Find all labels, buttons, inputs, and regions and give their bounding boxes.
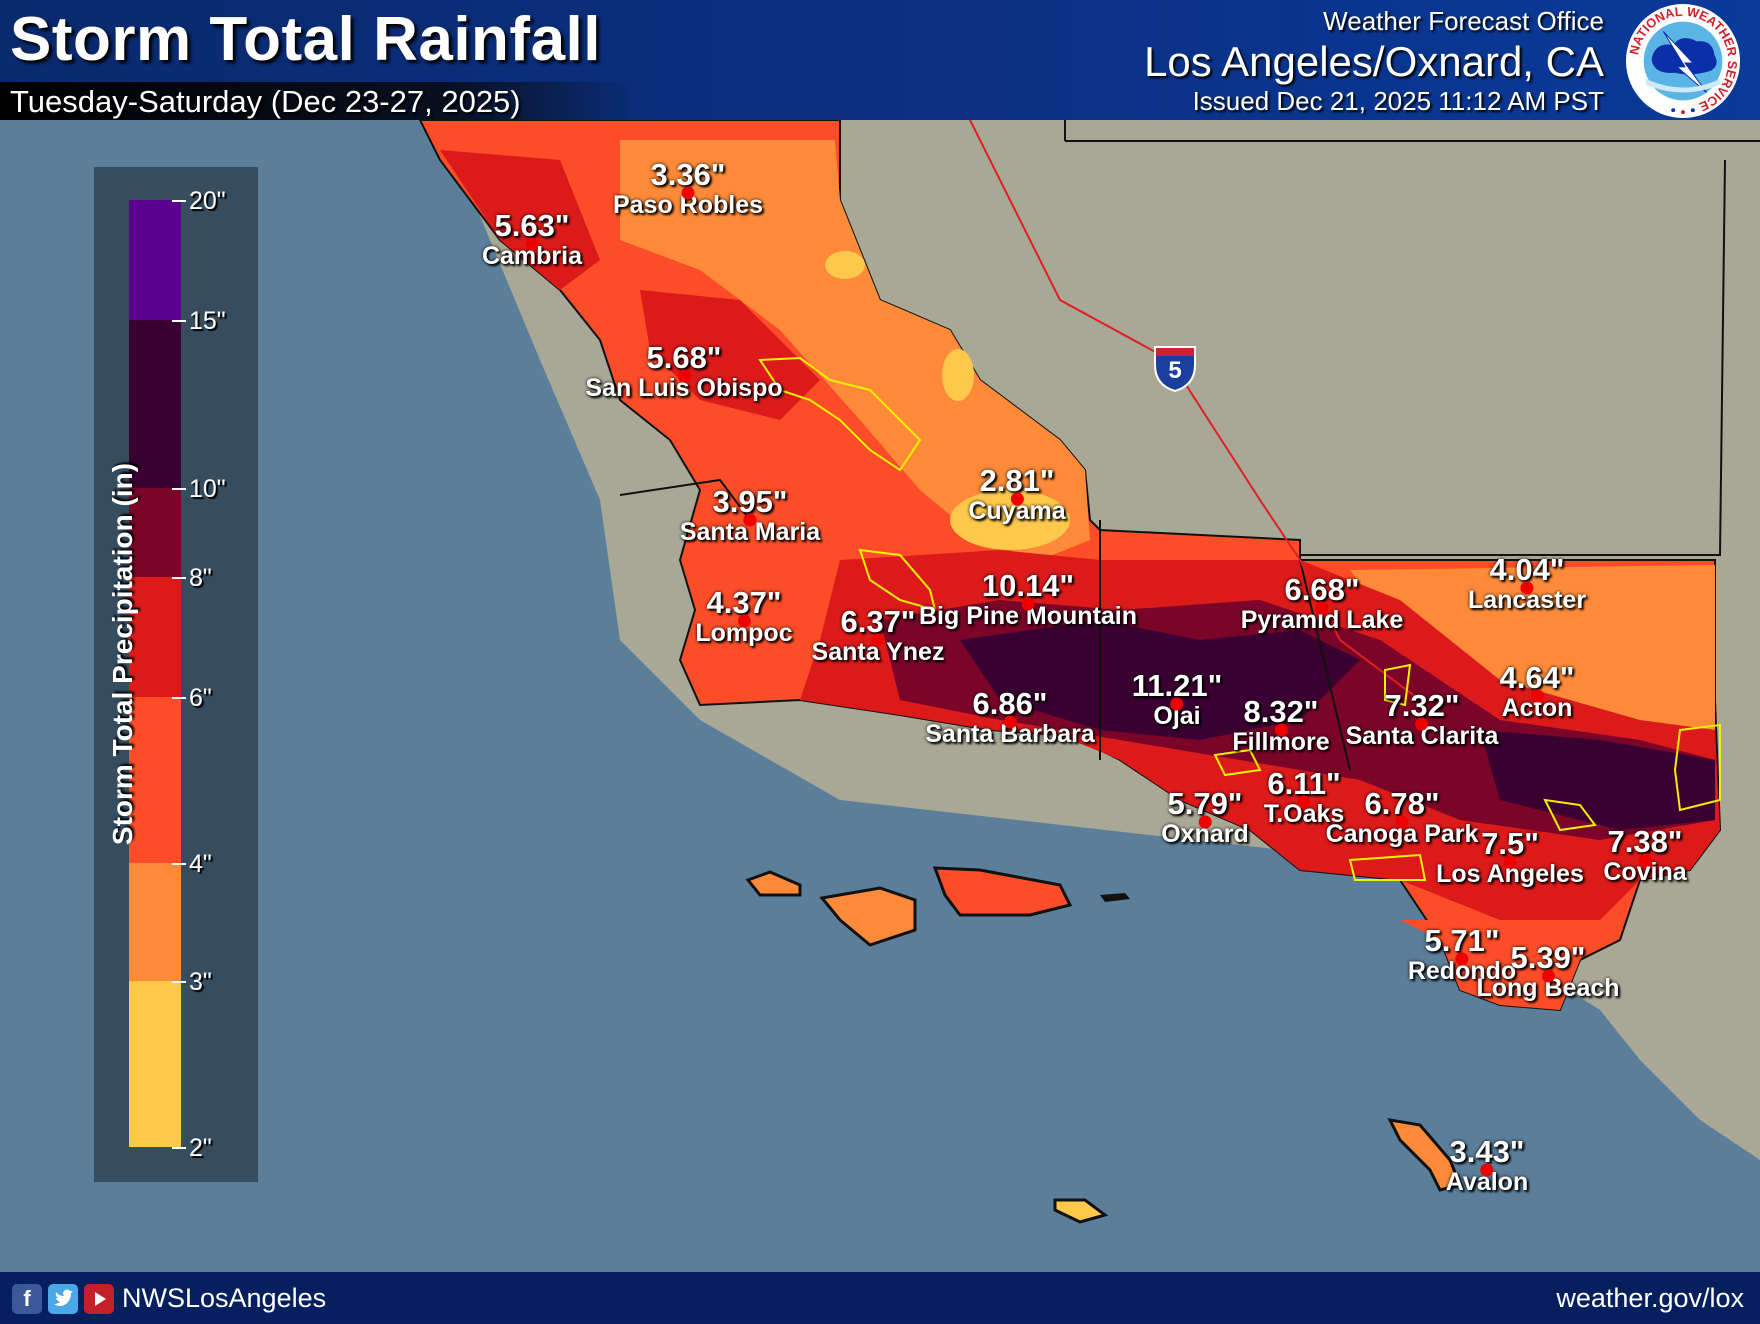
location-marker-icon	[1541, 969, 1555, 983]
location-label-avalon[interactable]: 3.43" Avalon	[1445, 1134, 1529, 1197]
social-handle-link[interactable]: NWSLosAngeles	[122, 1283, 327, 1313]
location-marker-icon	[1520, 581, 1534, 595]
legend-bin-10-15	[129, 320, 181, 488]
location-label-santa-ynez[interactable]: 6.37" Santa Ynez	[811, 604, 945, 667]
interstate-5-shield-icon: 5	[1153, 345, 1197, 393]
legend-bin-4-6	[129, 697, 181, 863]
legend-bin-2-3	[129, 981, 181, 1147]
location-marker-icon	[1415, 717, 1429, 731]
location-marker-icon	[1198, 815, 1212, 829]
location-marker-icon	[1170, 697, 1184, 711]
location-label-cambria[interactable]: 5.63" Cambria	[481, 208, 583, 271]
legend-tick	[172, 577, 186, 579]
location-marker-icon	[1638, 853, 1652, 867]
legend-tick	[172, 200, 186, 202]
location-marker-icon	[1003, 715, 1017, 729]
office-label: Weather Forecast Office	[1323, 6, 1604, 36]
legend-tick-label: 4"	[189, 850, 212, 878]
legend-tick	[172, 1147, 186, 1149]
rainfall-map[interactable]: 5	[0, 120, 1760, 1272]
location-label-santa-barbara[interactable]: 6.86" Santa Barbara	[925, 686, 1095, 749]
nws-logo-icon: NATIONAL WEATHER SERVICE	[1625, 4, 1740, 119]
location-label-fillmore[interactable]: 8.32" Fillmore	[1232, 694, 1330, 757]
location-marker-icon	[743, 513, 757, 527]
location-label-lompoc[interactable]: 4.37" Lompoc	[695, 585, 793, 648]
map-canvas	[0, 120, 1760, 1272]
legend-tick-label: 15"	[189, 307, 226, 335]
location-label-long-beach[interactable]: 5.39" Long Beach	[1476, 940, 1620, 1003]
location-marker-icon	[1530, 689, 1544, 703]
legend-bin-8-10	[129, 488, 181, 577]
location-label-ojai[interactable]: 11.21" Ojai	[1131, 668, 1223, 731]
location-label-acton[interactable]: 4.64" Acton	[1499, 660, 1575, 723]
location-label-san-luis-obispo[interactable]: 5.68" San Luis Obispo	[585, 340, 783, 403]
location-marker-icon	[1021, 597, 1035, 611]
youtube-icon[interactable]	[84, 1284, 114, 1314]
legend-tick	[172, 320, 186, 322]
legend-tick-label: 10"	[189, 475, 226, 503]
location-marker-icon	[1315, 601, 1329, 615]
date-range-subtitle: Tuesday-Saturday (Dec 23-27, 2025)	[10, 84, 521, 119]
location-marker-icon	[1010, 492, 1024, 506]
legend-tick-label: 6"	[189, 684, 212, 712]
facebook-icon[interactable]: f	[12, 1284, 42, 1314]
location-label-covina[interactable]: 7.38" Covina	[1603, 824, 1687, 887]
legend-tick	[172, 863, 186, 865]
legend-title: Storm Total Precipitation (in)	[107, 462, 138, 846]
footer-bar	[0, 1272, 1760, 1324]
location-marker-icon	[677, 369, 691, 383]
location-marker-icon	[681, 186, 695, 200]
location-label-canoga-park[interactable]: 6.78" Canoga Park	[1325, 786, 1479, 849]
legend-bin-6-8	[129, 577, 181, 697]
legend-tick-label: 8"	[189, 564, 212, 592]
legend-tick-label: 2"	[189, 1134, 212, 1162]
location-marker-icon	[1274, 723, 1288, 737]
page-title: Storm Total Rainfall	[10, 5, 602, 74]
location-label-cuyama[interactable]: 2.81" Cuyama	[968, 463, 1066, 526]
location-marker-icon	[525, 237, 539, 251]
location-marker-icon	[1297, 795, 1311, 809]
legend-tick	[172, 488, 186, 490]
legend-tick	[172, 697, 186, 699]
location-label-los-angeles[interactable]: 7.5" Los Angeles	[1436, 826, 1584, 889]
location-marker-icon	[1503, 855, 1517, 869]
location-marker-icon	[1395, 815, 1409, 829]
legend-bin-15-20	[129, 200, 181, 320]
legend-tick-label: 3"	[189, 968, 212, 996]
location-label-big-pine-mountain[interactable]: 10.14" Big Pine Mountain	[918, 568, 1138, 631]
shield-number: 5	[1168, 357, 1182, 384]
issued-timestamp: Issued Dec 21, 2025 11:12 AM PST	[1192, 86, 1604, 116]
legend-tick	[172, 981, 186, 983]
location-label-santa-maria[interactable]: 3.95" Santa Maria	[679, 484, 821, 547]
location-marker-icon	[871, 633, 885, 647]
location-label-t-oaks[interactable]: 6.11" T.Oaks	[1263, 766, 1345, 829]
location-marker-icon	[1480, 1163, 1494, 1177]
legend-bin-3-4	[129, 863, 181, 981]
location-label-paso-robles[interactable]: 3.36" Paso Robles	[612, 157, 764, 220]
office-name: Los Angeles/Oxnard, CA	[1144, 38, 1604, 85]
location-label-redondo[interactable]: 5.71" Redondo	[1407, 923, 1517, 986]
location-marker-icon	[1455, 952, 1469, 966]
website-link[interactable]: weather.gov/lox	[1556, 1283, 1744, 1313]
location-label-santa-clarita[interactable]: 7.32" Santa Clarita	[1345, 688, 1499, 751]
twitter-icon[interactable]	[48, 1284, 78, 1314]
legend-tick-label: 20"	[189, 187, 226, 215]
subtitle-bar	[0, 82, 640, 120]
location-label-oxnard[interactable]: 5.79" Oxnard	[1161, 786, 1249, 849]
location-marker-icon	[737, 614, 751, 628]
location-label-lancaster[interactable]: 4.04" Lancaster	[1467, 552, 1587, 615]
location-label-pyramid-lake[interactable]: 6.68" Pyramid Lake	[1240, 572, 1404, 635]
